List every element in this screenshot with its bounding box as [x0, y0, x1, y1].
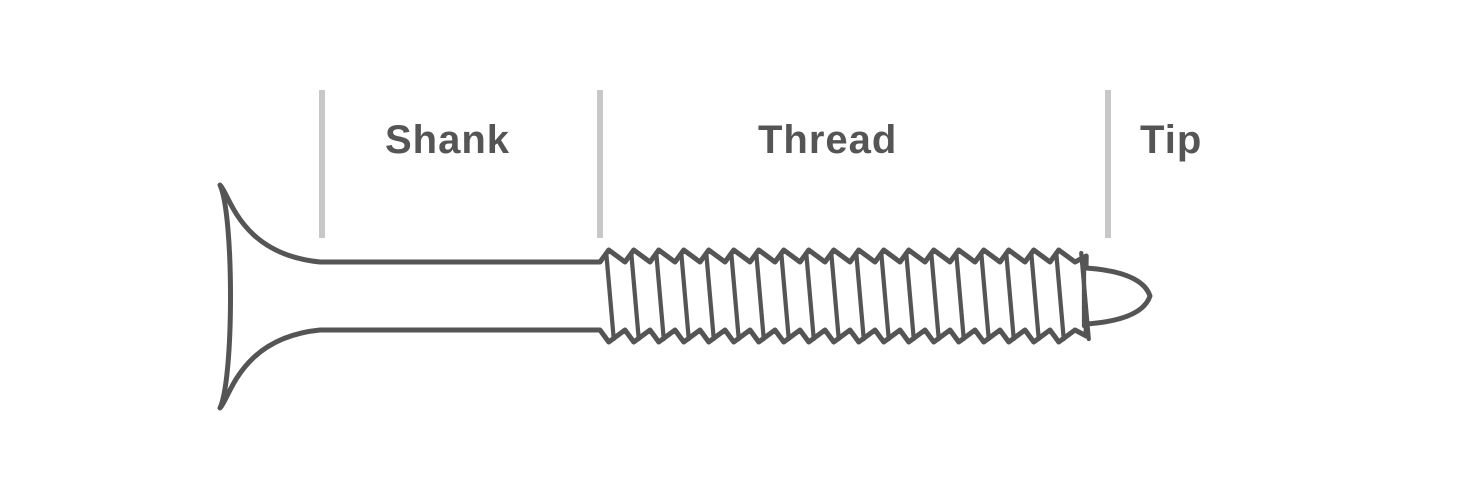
screw-anatomy-diagram: Shank Thread Tip: [0, 0, 1460, 500]
label-shank: Shank: [385, 118, 510, 163]
label-tip: Tip: [1140, 118, 1202, 163]
screw-svg: [0, 0, 1460, 500]
label-thread: Thread: [758, 118, 897, 163]
